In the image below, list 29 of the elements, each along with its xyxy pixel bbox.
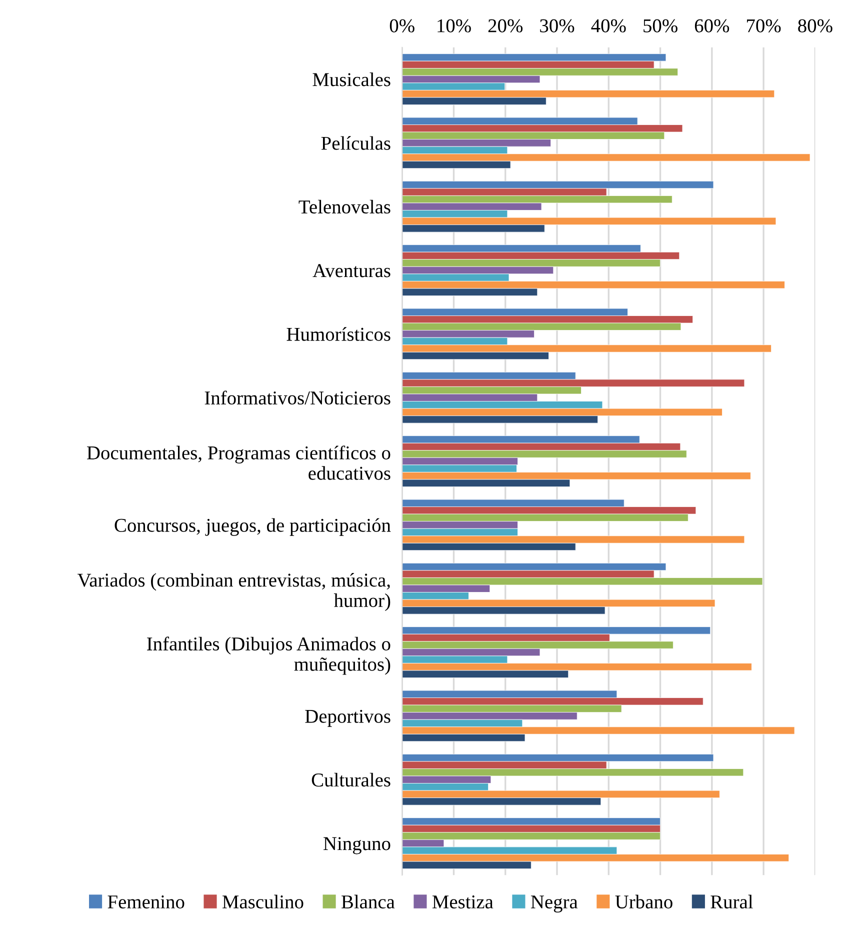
y-tick-label: Documentales, Programas científicos o educativos (87, 446, 390, 480)
y-tick-label: Películas (321, 136, 390, 150)
x-tick-label: 50% (644, 19, 678, 32)
x-tick-label: 10% (438, 19, 471, 32)
legend-label: Femenino (108, 895, 184, 908)
y-tick-label: Ninguno (324, 837, 390, 854)
y-tick-label: Culturales (312, 772, 390, 787)
x-tick-label: 30% (540, 19, 574, 32)
y-tick-label: Variados (combinan entrevistas, música, humor) (77, 573, 390, 612)
y-tick-label: Infantiles (Dibujos Animados o muñequitos) (147, 636, 390, 675)
x-tick-label: 40% (591, 19, 626, 32)
legend-label: Urbano (615, 894, 672, 908)
legend-label: Blanca (342, 894, 395, 908)
x-tick-label: 20% (488, 19, 523, 32)
x-tick-label: 80% (798, 19, 832, 32)
x-tick-label: 60% (694, 19, 730, 32)
y-tick-label: Deportivos (305, 710, 390, 727)
y-tick-label: Musicales (312, 72, 390, 86)
legend-label: Negra (530, 896, 578, 912)
x-tick-label: 0% (390, 19, 414, 32)
y-tick-label: Humorísticos (286, 327, 390, 341)
y-tick-label: Telenovelas (298, 200, 390, 214)
y-tick-label: Aventuras (312, 264, 390, 278)
y-tick-label: Informativos/Noticieros (204, 390, 390, 405)
legend-label: Masculino (222, 894, 304, 908)
x-tick-label: 70% (747, 19, 781, 32)
y-tick-label: Concursos, juegos, de participación (114, 518, 391, 536)
legend-label: Rural (710, 894, 753, 908)
legend-label: Mestiza (432, 895, 494, 908)
